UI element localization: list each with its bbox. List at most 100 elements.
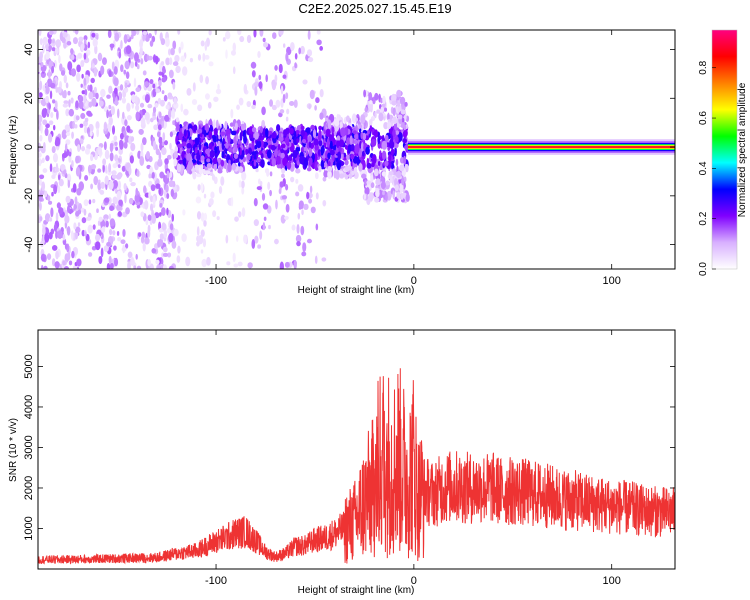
spectral-blob xyxy=(186,142,192,149)
spectrogram-y-ticks: -40 -20 0 20 40 xyxy=(23,43,675,253)
spectral-blob xyxy=(257,244,262,249)
spectral-blob xyxy=(85,216,92,221)
spectral-blob xyxy=(80,112,86,120)
spectral-blob xyxy=(362,150,365,157)
spectral-blob xyxy=(38,114,43,123)
spectral-blob xyxy=(230,196,234,207)
spectral-blob xyxy=(203,193,207,199)
spectral-blob xyxy=(62,234,66,241)
spectral-blob xyxy=(233,153,239,159)
spectral-blob xyxy=(66,40,72,46)
spectral-blob xyxy=(405,193,410,202)
spectral-blob xyxy=(162,65,166,74)
spectral-blob xyxy=(50,207,54,218)
spectral-blob xyxy=(296,223,300,234)
spectral-blob xyxy=(386,195,392,201)
spectral-blob xyxy=(397,131,403,142)
spectral-blob xyxy=(200,155,205,161)
spectral-blob xyxy=(51,65,55,74)
spectral-blob xyxy=(278,188,282,195)
spectral-blob xyxy=(145,219,149,226)
spectral-blob xyxy=(319,112,324,120)
spectral-blob xyxy=(180,55,186,62)
spectral-blob xyxy=(275,199,278,210)
spectral-blob xyxy=(164,140,169,146)
spectral-blob xyxy=(173,97,178,105)
spectral-blob xyxy=(302,242,307,253)
spectral-blob xyxy=(144,237,150,245)
spectral-blob xyxy=(395,170,402,179)
spectral-blob xyxy=(282,157,288,167)
spectral-blob xyxy=(121,97,127,104)
spectral-blob xyxy=(253,198,258,207)
spectral-blob xyxy=(55,212,59,223)
spectral-blob xyxy=(147,229,151,238)
spectral-blob xyxy=(66,251,71,261)
spectral-blob xyxy=(38,92,43,98)
spectral-blob xyxy=(254,131,259,140)
spectral-blob xyxy=(48,231,53,240)
spectral-blob xyxy=(214,145,218,154)
spectral-blob xyxy=(321,144,325,154)
spectral-blob xyxy=(391,100,397,106)
spectral-blob xyxy=(160,61,165,66)
spectral-blob xyxy=(303,158,308,169)
spectral-blob xyxy=(384,134,389,142)
spectral-blob xyxy=(208,61,214,67)
spectral-blob xyxy=(208,30,212,36)
spectral-blob xyxy=(55,250,59,260)
spectral-blob xyxy=(132,30,137,36)
spectral-blob xyxy=(134,52,139,63)
spectral-blob xyxy=(96,127,100,138)
spectral-blob xyxy=(386,121,392,130)
spectral-blob xyxy=(42,119,48,126)
spectral-blob xyxy=(329,149,335,156)
spectral-blob xyxy=(256,186,262,191)
spectral-blob xyxy=(294,62,297,69)
spectral-blob xyxy=(369,100,373,105)
spectral-blob xyxy=(57,86,62,94)
spectral-blob xyxy=(71,131,74,139)
spectral-blob xyxy=(123,69,127,75)
spectral-blob xyxy=(41,181,46,192)
spectral-blob xyxy=(146,54,150,61)
spectral-blob xyxy=(117,211,122,217)
spectral-blob xyxy=(139,155,145,166)
spectral-blob xyxy=(93,175,99,186)
snr-y-ticks: 1000 2000 3000 4000 5000 xyxy=(23,354,675,541)
spectral-blob xyxy=(46,253,52,260)
spectral-blob xyxy=(161,77,167,83)
spectral-blob xyxy=(246,34,252,44)
spectral-blob xyxy=(79,138,84,145)
spectral-blob xyxy=(114,141,118,147)
spectral-blob xyxy=(374,197,380,203)
spectral-blob xyxy=(227,133,231,144)
spectral-blob xyxy=(259,30,264,37)
spectral-blob xyxy=(248,126,254,136)
spectral-blob xyxy=(290,41,295,51)
spectral-blob xyxy=(95,92,99,100)
spectral-blob xyxy=(166,207,169,216)
spectral-blob xyxy=(314,144,319,151)
spectral-blob xyxy=(246,100,252,108)
spectral-blob xyxy=(391,93,397,104)
spectral-blob xyxy=(365,146,370,155)
spectral-blob xyxy=(310,206,316,214)
spectral-blob xyxy=(401,117,405,123)
spectral-blob xyxy=(265,128,269,138)
spectral-blob xyxy=(90,183,94,190)
spectral-blob xyxy=(73,222,77,230)
spectral-blob xyxy=(241,187,245,195)
spectral-blob xyxy=(286,161,292,170)
spectral-blob xyxy=(327,160,331,167)
spectral-blob xyxy=(241,171,247,181)
spectral-blob xyxy=(178,46,182,54)
spectral-blob xyxy=(172,61,179,67)
spectral-blob xyxy=(322,199,327,207)
spectral-blob xyxy=(101,57,107,65)
spectral-blob xyxy=(118,51,122,59)
spectral-blob xyxy=(92,38,98,48)
spectral-blob xyxy=(165,57,171,66)
spectral-blob xyxy=(238,179,242,188)
spectral-blob xyxy=(119,84,124,91)
